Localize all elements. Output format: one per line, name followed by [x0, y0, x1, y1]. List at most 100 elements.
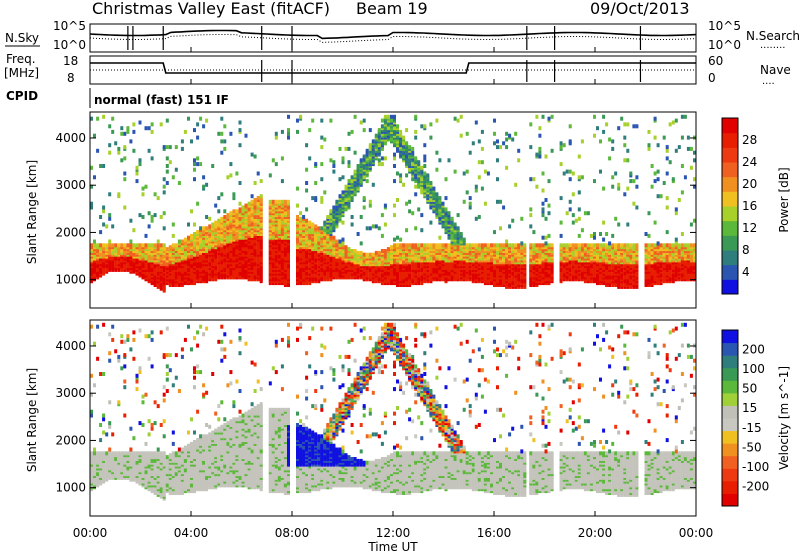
power-cell [208, 216, 212, 221]
power-cell [477, 175, 481, 180]
power-cell [474, 216, 478, 221]
power-cell [274, 199, 278, 204]
power-cell [180, 146, 184, 151]
power-cell [132, 243, 136, 248]
power-cell [123, 243, 127, 248]
power-cell [377, 226, 381, 231]
power-cell [493, 141, 496, 146]
power-cell [368, 143, 372, 148]
power-cell [177, 181, 181, 185]
power-cell [568, 169, 572, 174]
power-cell [580, 175, 584, 180]
power-cell [141, 192, 145, 197]
power-cell [593, 243, 596, 248]
power-cell [211, 164, 215, 168]
power-cell [187, 235, 190, 240]
power-cell [129, 239, 133, 244]
power-cell [162, 211, 166, 216]
power-cell [132, 129, 136, 134]
power-cell [171, 175, 175, 180]
power-cell [356, 232, 360, 236]
power-cell [190, 233, 193, 238]
power-cell [423, 143, 427, 148]
power-cell [329, 118, 333, 123]
power-cell [393, 237, 396, 242]
power-cell [299, 211, 303, 216]
power-cell [383, 203, 387, 208]
power-cell [105, 224, 109, 229]
power-cell [277, 199, 281, 204]
power-cell [183, 129, 187, 134]
power-cell [205, 215, 209, 219]
power-cell [596, 126, 599, 131]
power-cell [353, 150, 357, 155]
power-cell [268, 173, 272, 178]
power-cell [135, 243, 139, 248]
power-cell [326, 215, 330, 219]
power-cell [350, 175, 354, 180]
power-cell [159, 122, 163, 127]
power-cell [562, 171, 566, 176]
power-cell [593, 133, 596, 138]
power-cell [420, 228, 424, 233]
power-cell [605, 232, 609, 236]
power-cell [417, 160, 421, 165]
power-cell [589, 233, 593, 238]
power-cell [229, 162, 233, 167]
power-cell [332, 164, 336, 168]
power-cell [129, 139, 133, 144]
power-cell [162, 177, 166, 182]
power-cell [329, 158, 333, 163]
power-cell [483, 243, 487, 248]
power-cell [393, 114, 396, 119]
power-cell [320, 145, 324, 150]
power-cell [250, 194, 254, 199]
power-cell [474, 184, 478, 189]
power-cell [117, 146, 121, 151]
power-cell [568, 139, 572, 144]
power-cell [417, 207, 421, 212]
power-cell [408, 209, 412, 214]
power-cell [399, 129, 403, 134]
power-cell [541, 188, 545, 193]
power-cell [538, 243, 542, 248]
power-cell [217, 131, 221, 136]
power-cell [311, 118, 315, 123]
power-cell [93, 243, 96, 248]
power-cell [220, 131, 224, 136]
power-cell [493, 131, 496, 136]
power-cell [559, 162, 563, 167]
power-cell [362, 118, 366, 123]
power-cell [332, 169, 336, 174]
power-cell [417, 243, 421, 248]
power-cell [99, 230, 103, 235]
power-cell [402, 135, 406, 140]
power-cell [90, 201, 93, 206]
power-cell [114, 141, 118, 146]
power-cell [153, 213, 157, 218]
power-cell [468, 196, 472, 201]
power-cell [368, 226, 372, 231]
power-cell [459, 114, 463, 119]
power-cell [341, 241, 345, 246]
power-cell [438, 243, 442, 248]
power-cell [144, 184, 148, 189]
power-cell [377, 162, 381, 167]
power-cell [120, 126, 124, 131]
nave-dots: .... [762, 76, 775, 87]
power-cell [593, 179, 596, 184]
power-cell [511, 218, 515, 223]
power-cell [311, 222, 315, 227]
power-cell [217, 209, 221, 214]
power-cell [453, 116, 457, 121]
power-cell [505, 243, 509, 248]
power-cell [238, 120, 242, 125]
power-cell [380, 233, 384, 238]
power-cell [150, 215, 154, 219]
power-cell [135, 165, 139, 170]
freq-tick-top: 18 [63, 54, 78, 68]
power-cell [377, 158, 381, 163]
power-cell [380, 124, 384, 129]
power-cell [102, 222, 106, 227]
power-cell [341, 160, 345, 165]
